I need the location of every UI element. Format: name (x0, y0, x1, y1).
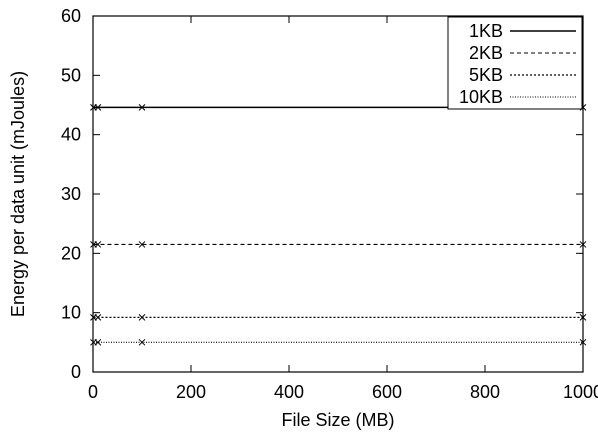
x-tick-label: 1000 (563, 382, 598, 402)
data-point (138, 338, 146, 346)
data-point (94, 241, 102, 248)
y-tick-label: 40 (61, 125, 81, 145)
data-point (94, 338, 102, 346)
data-point (94, 104, 102, 111)
series-5KB (90, 314, 587, 321)
data-point (138, 241, 146, 248)
y-tick-label: 20 (61, 243, 81, 263)
x-tick-label: 600 (372, 382, 402, 402)
legend-label: 10KB (459, 87, 503, 107)
x-tick-label: 400 (274, 382, 304, 402)
series-2KB (90, 241, 587, 248)
legend-label: 1KB (469, 21, 503, 41)
y-axis-label: Energy per data unit (mJoules) (8, 71, 28, 317)
legend-label: 5KB (469, 65, 503, 85)
plot-frame (92, 15, 584, 373)
x-tick-label: 200 (176, 382, 206, 402)
x-tick-label: 0 (88, 382, 98, 402)
legend-label: 2KB (469, 43, 503, 63)
y-tick-label: 60 (61, 6, 81, 26)
y-tick-label: 0 (71, 362, 81, 382)
y-tick-label: 10 (61, 303, 81, 323)
y-tick-label: 50 (61, 65, 81, 85)
y-axis: 0 10 20 30 40 50 60 (61, 6, 583, 382)
x-axis: 0 200 400 600 800 1000 (88, 16, 598, 402)
y-tick-label: 30 (61, 184, 81, 204)
data-point (138, 104, 146, 111)
data-point (138, 314, 146, 321)
data-point (94, 314, 102, 321)
x-axis-label: File Size (MB) (281, 410, 394, 430)
x-tick-label: 800 (470, 382, 500, 402)
legend-box (447, 16, 583, 110)
series-10KB (90, 338, 587, 346)
plot-series (90, 104, 587, 346)
